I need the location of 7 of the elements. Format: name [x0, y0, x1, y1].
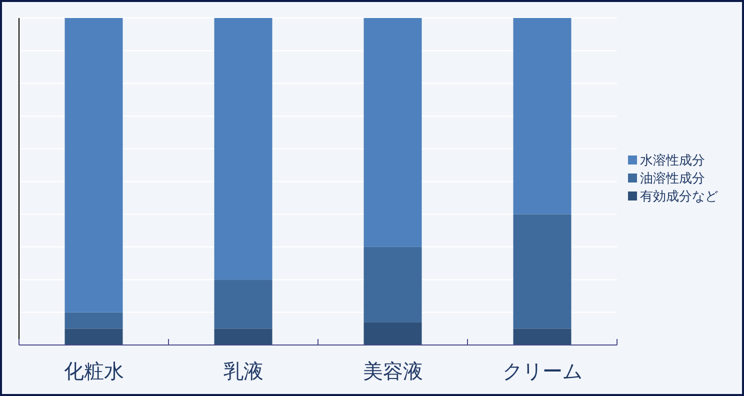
- legend-label: 有効成分など: [640, 190, 718, 204]
- legend-label: 油溶性成分: [640, 170, 705, 186]
- x-tick-label: 美容液: [362, 359, 423, 383]
- legend-label: 水溶性成分: [640, 152, 705, 168]
- x-tick-label: 乳液: [223, 359, 264, 383]
- x-tick-label: 化粧水: [64, 359, 124, 383]
- x-tick-label: クリーム: [502, 359, 582, 383]
